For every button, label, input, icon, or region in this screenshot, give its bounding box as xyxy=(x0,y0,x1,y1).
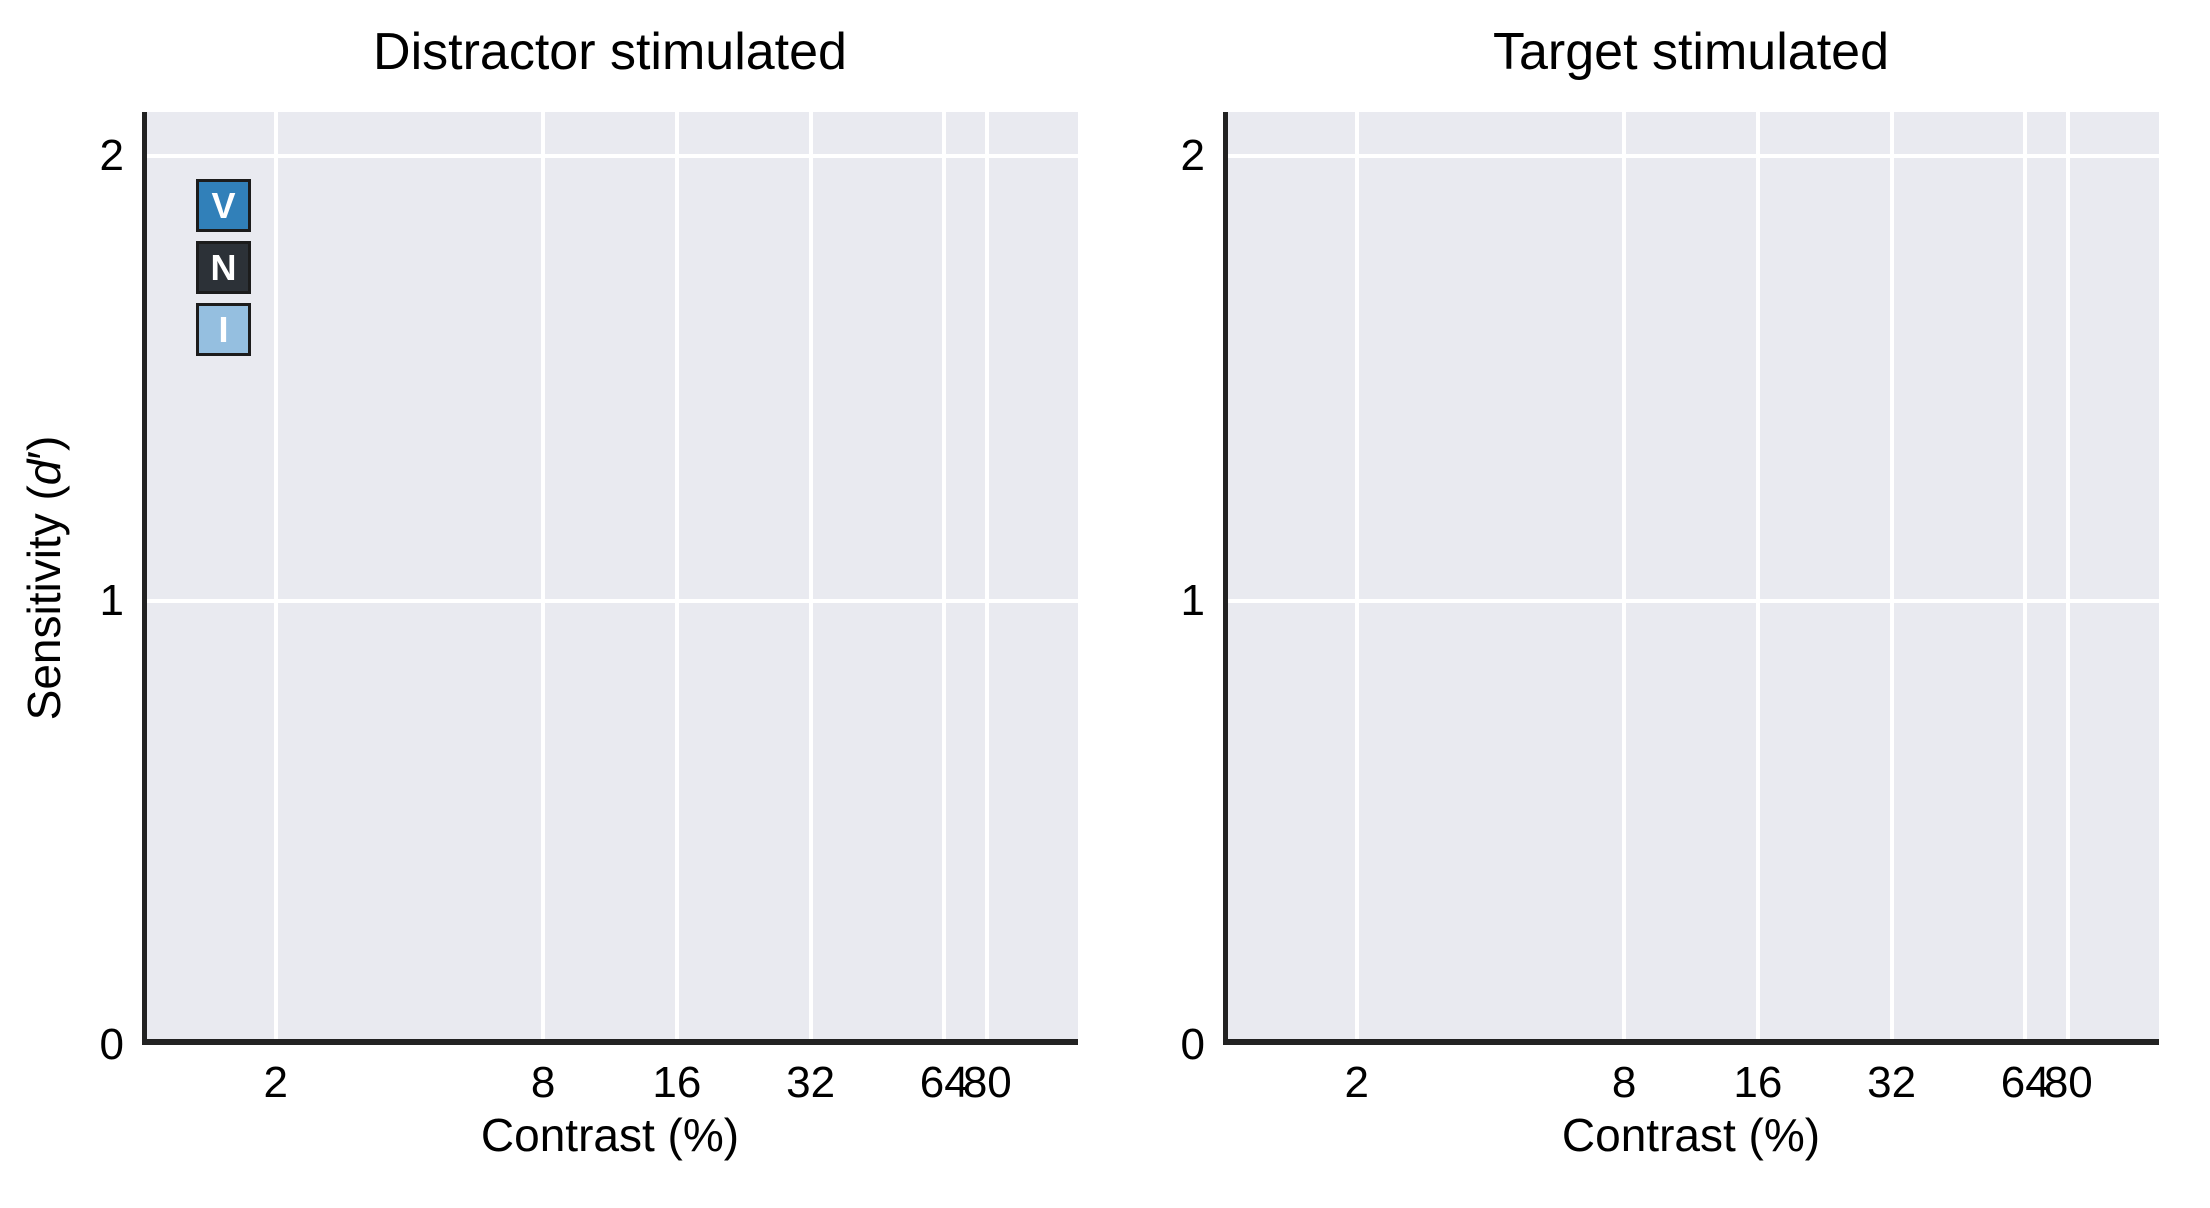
panel-title-target: Target stimulated xyxy=(1493,23,1889,81)
plot-area-target: 2 8 16 32 64 80 2 1 0 xyxy=(1181,112,2159,1105)
y-axis-label-suffix: ′) xyxy=(18,435,70,460)
y-tick-label: 2 xyxy=(99,131,124,181)
y-gridline-1 xyxy=(142,598,1078,603)
y-tick-label: 0 xyxy=(1180,1020,1205,1069)
x-tick-label: 80 xyxy=(2043,1058,2093,1107)
x-tick-label: 8 xyxy=(1611,1058,1637,1107)
plot-area-distractor: V N I 2 8 16 32 64 80 2 1 0 xyxy=(100,112,1078,1105)
x-gridline-80 xyxy=(985,112,990,1045)
y-axis-label-prefix: Sensitivity ( xyxy=(18,485,70,721)
y-tick-label: 1 xyxy=(1180,575,1205,625)
x-tick-label: 32 xyxy=(1867,1058,1917,1107)
legend-swatch-I: I xyxy=(196,303,251,356)
x-tick-label: 8 xyxy=(530,1058,556,1107)
x-axis-label-distractor: Contrast (%) xyxy=(480,1109,740,1161)
bottom-axis-spine xyxy=(1223,1039,2159,1045)
x-tick-label: 80 xyxy=(962,1058,1012,1107)
x-gridline-2 xyxy=(1354,112,1359,1045)
y-gridline-2 xyxy=(142,154,1078,159)
x-tick-label: 32 xyxy=(786,1058,836,1107)
y-axis-label: Sensitivity (d′) xyxy=(17,436,71,721)
x-gridline-16 xyxy=(674,112,679,1045)
x-gridline-8 xyxy=(1622,112,1627,1045)
x-gridline-80 xyxy=(2066,112,2071,1045)
x-gridline-64 xyxy=(2023,112,2028,1045)
y-gridline-2 xyxy=(1223,154,2159,159)
left-axis-spine xyxy=(142,112,147,1045)
x-tick-label: 2 xyxy=(263,1058,288,1107)
x-gridline-64 xyxy=(942,112,947,1045)
x-tick-label: 64 xyxy=(2000,1058,2050,1107)
legend-swatch-V: V xyxy=(196,179,251,232)
panel-title-distractor: Distractor stimulated xyxy=(373,23,847,81)
x-axis-label-target: Contrast (%) xyxy=(1561,1109,1821,1161)
y-gridline-1 xyxy=(1223,598,2159,603)
left-axis-spine xyxy=(1223,112,1228,1045)
x-tick-label: 16 xyxy=(652,1058,702,1107)
y-tick-label: 1 xyxy=(99,575,124,625)
x-gridline-2 xyxy=(273,112,278,1045)
y-axis-label-dprime: d xyxy=(18,459,70,486)
x-gridline-32 xyxy=(1889,112,1894,1045)
x-tick-label: 16 xyxy=(1733,1058,1783,1107)
x-tick-label: 2 xyxy=(1344,1058,1369,1107)
x-gridline-32 xyxy=(808,112,813,1045)
x-tick-label: 64 xyxy=(919,1058,969,1107)
x-gridline-8 xyxy=(541,112,546,1045)
y-tick-label: 2 xyxy=(1180,131,1205,181)
x-gridline-16 xyxy=(1755,112,1760,1045)
bottom-axis-spine xyxy=(142,1039,1078,1045)
y-tick-label: 0 xyxy=(99,1020,124,1069)
legend-swatch-N: N xyxy=(196,241,251,294)
